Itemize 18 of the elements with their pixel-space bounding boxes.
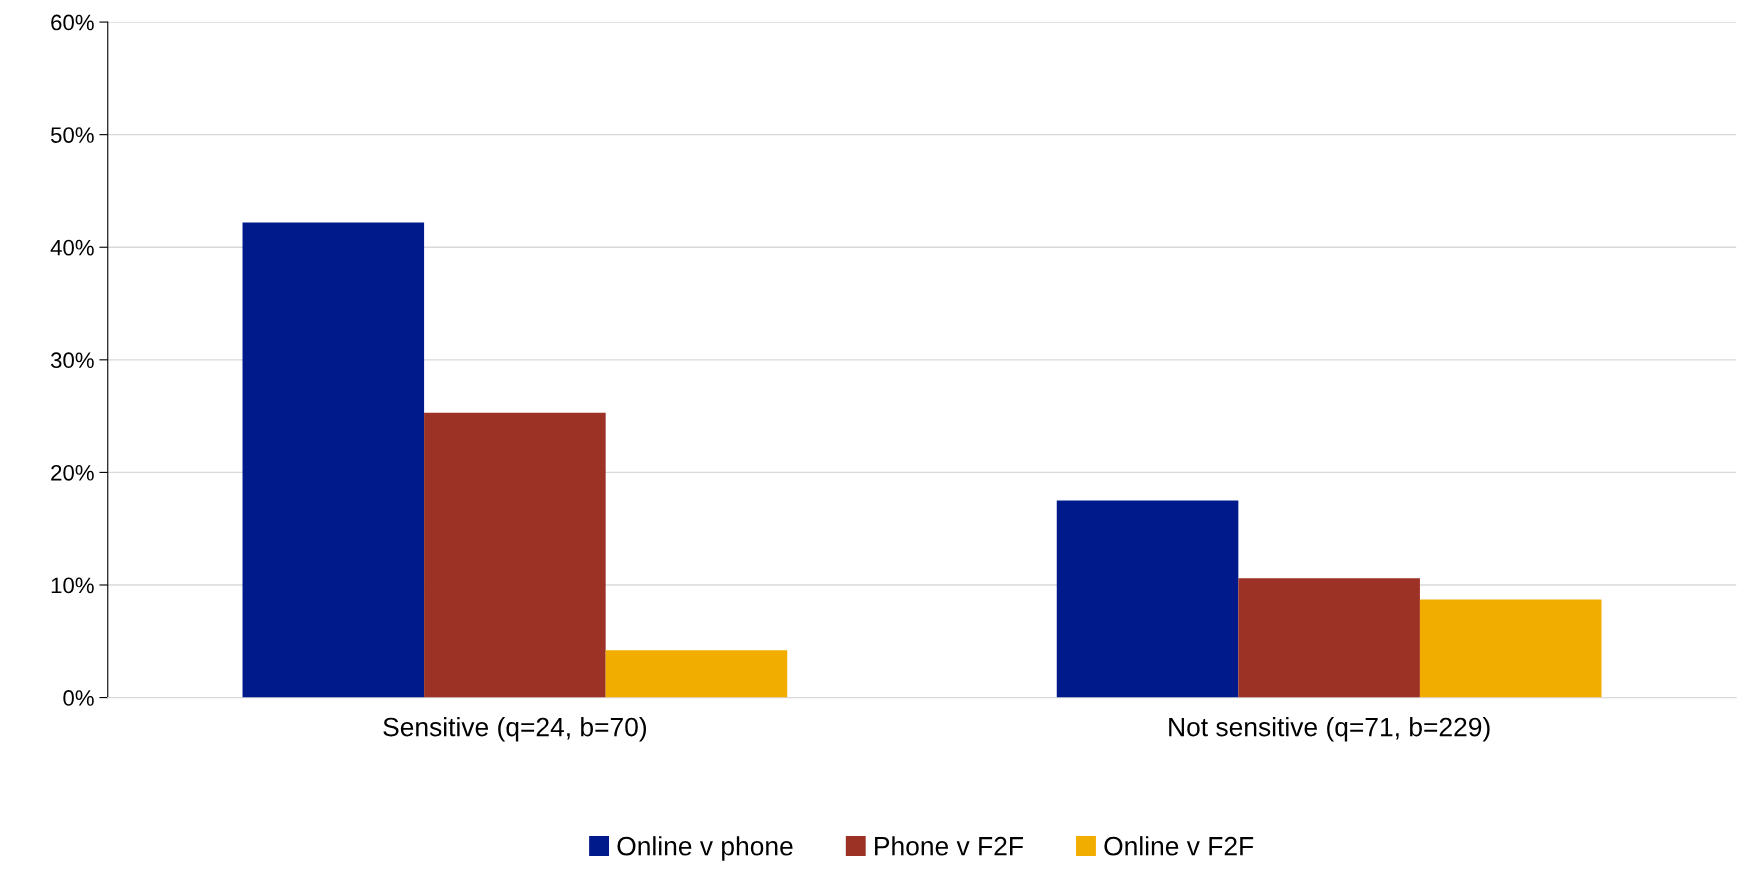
y-tick-label: 20% [51, 464, 94, 481]
legend-label: Phone v F2F [875, 836, 1023, 856]
y-tick-label: 10% [51, 577, 94, 594]
bar [242, 222, 425, 698]
bar [1419, 599, 1602, 698]
y-tick-label: 0% [63, 690, 94, 706]
x-tick-label: Not sensitive (q=71, b=229) [1169, 717, 1490, 742]
bar [605, 650, 788, 698]
y-tick-label: 60% [51, 14, 94, 31]
bar [1056, 500, 1239, 698]
x-tick-label: Sensitive (q=24, b=70) [383, 717, 647, 742]
bar [1238, 578, 1420, 698]
legend-label: Online v phone [617, 836, 793, 861]
y-tick-label: 30% [50, 352, 94, 369]
y-tick-label: 40% [50, 239, 94, 256]
legend-label: Online v F2F [1104, 836, 1254, 856]
bar [424, 412, 606, 698]
y-tick-label: 50% [50, 127, 94, 143]
